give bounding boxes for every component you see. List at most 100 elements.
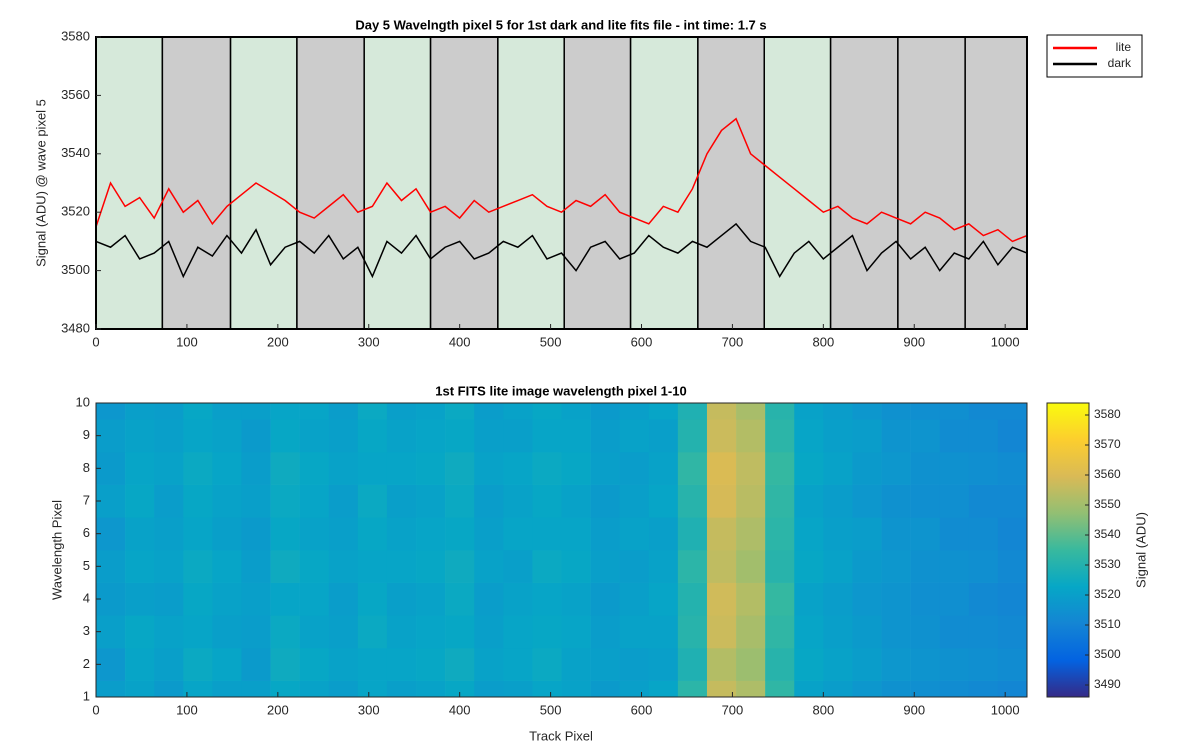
heatmap-cell: [416, 680, 446, 697]
heatmap-cell: [270, 517, 300, 551]
heatmap-cell: [532, 615, 562, 649]
heatmap-cell: [561, 517, 591, 551]
heatmap-cell: [416, 615, 446, 649]
heatmap-cell: [881, 615, 911, 649]
heatmap-cell: [648, 680, 679, 697]
heatmap-cell: [997, 403, 1027, 420]
heatmap-cell: [706, 550, 737, 583]
y-tick-label: 3500: [61, 262, 90, 277]
heatmap-cell: [590, 452, 620, 485]
line-series: [96, 222, 1027, 279]
heatmap-cell: [270, 648, 300, 681]
heatmap-cell: [125, 403, 155, 420]
heatmap-cell: [154, 582, 184, 616]
heatmap-cell: [416, 419, 446, 453]
heatmap-cell: [357, 403, 388, 420]
heatmap-cell: [619, 550, 650, 583]
colorbar-tick-label: 3570: [1094, 437, 1121, 451]
colorbar-label: Signal (ADU): [1133, 512, 1148, 588]
heatmap-cell: [823, 648, 853, 681]
heatmap-cell: [939, 680, 970, 697]
heatmap-cell: [619, 419, 650, 453]
heatmap-cell: [474, 517, 504, 551]
heatmap-cell: [474, 582, 504, 616]
x-tick-label: 500: [540, 702, 562, 717]
heatmap-cell: [765, 484, 795, 518]
heatmap-cell: [503, 452, 533, 485]
heatmap-cell: [154, 484, 184, 518]
heatmap-cell: [386, 615, 417, 649]
y-tick-label: 3: [83, 623, 90, 638]
heatmap-cell: [590, 550, 620, 583]
heatmap-cell: [939, 484, 970, 518]
heatmap-cell: [852, 517, 882, 551]
heatmap-cell: [968, 550, 999, 583]
region: [629, 37, 699, 329]
heatmap-cell: [910, 550, 941, 583]
heatmap-cell: [328, 680, 359, 697]
heatmap-cell: [241, 615, 271, 649]
heatmap-cell: [357, 517, 388, 551]
heatmap-cell: [677, 484, 708, 518]
heatmap-cell: [968, 452, 999, 485]
heatmap-cell: [299, 452, 330, 485]
heatmap-cell: [270, 484, 300, 518]
heatmap-cell: [736, 680, 766, 697]
heatmap-cell: [997, 582, 1027, 616]
heatmap-cell: [474, 403, 504, 420]
legend-box: [1046, 34, 1143, 78]
heatmap-cell: [212, 550, 242, 583]
heatmap-cell: [416, 582, 446, 616]
heatmap-cell: [125, 648, 155, 681]
heatmap-cell: [910, 517, 941, 551]
heatmap-cell: [154, 517, 184, 551]
heatmap-cell: [823, 550, 853, 583]
heatmap-cell: [328, 615, 359, 649]
heatmap-cell: [503, 648, 533, 681]
heatmap-cell: [241, 517, 271, 551]
heatmap-cell: [386, 419, 417, 453]
heatmap-cell: [823, 484, 853, 518]
heatmap-cell: [968, 615, 999, 649]
heatmap-cell: [328, 582, 359, 616]
heatmap-cell: [910, 403, 941, 420]
heatmap-cell: [939, 550, 970, 583]
heatmap-cell: [212, 582, 242, 616]
heatmap-cell: [706, 484, 737, 518]
heatmap-cell: [910, 582, 941, 616]
heatmap-cell: [561, 550, 591, 583]
heatmap-cell: [154, 403, 184, 420]
heatmap-cell: [997, 615, 1027, 649]
heatmap-cell: [765, 648, 795, 681]
heatmap-cell: [474, 680, 504, 697]
heatmap-cell: [503, 517, 533, 551]
heatmap-cell: [299, 484, 330, 518]
region: [763, 37, 832, 329]
chart-title: Day 5 Wavelngth pixel 5 for 1st dark and…: [355, 17, 766, 32]
heatmap-cell: [474, 452, 504, 485]
heatmap-cell: [677, 517, 708, 551]
heatmap-cell: [328, 550, 359, 583]
heatmap-cell: [416, 452, 446, 485]
heatmap-cell: [532, 419, 562, 453]
heatmap-cell: [125, 550, 155, 583]
heatmap-cell: [386, 648, 417, 681]
heatmap-cell: [765, 615, 795, 649]
heatmap-cell: [852, 484, 882, 518]
heatmap-cell: [503, 419, 533, 453]
heatmap-cell: [212, 680, 242, 697]
heatmap-cell: [794, 517, 824, 551]
heatmap-cell: [852, 648, 882, 681]
heatmap-cell: [677, 419, 708, 453]
heatmap-cell: [794, 648, 824, 681]
heatmap-cell: [765, 550, 795, 583]
heatmap-cell: [328, 517, 359, 551]
colorbar-tick-label: 3550: [1094, 497, 1121, 511]
x-tick-label: 800: [812, 702, 834, 717]
heatmap-cell: [619, 615, 650, 649]
heatmap-cell: [532, 452, 562, 485]
heatmap-cell: [416, 484, 446, 518]
heatmap-cell: [328, 419, 359, 453]
heatmap-cell: [823, 517, 853, 551]
heatmap-cell: [794, 615, 824, 649]
